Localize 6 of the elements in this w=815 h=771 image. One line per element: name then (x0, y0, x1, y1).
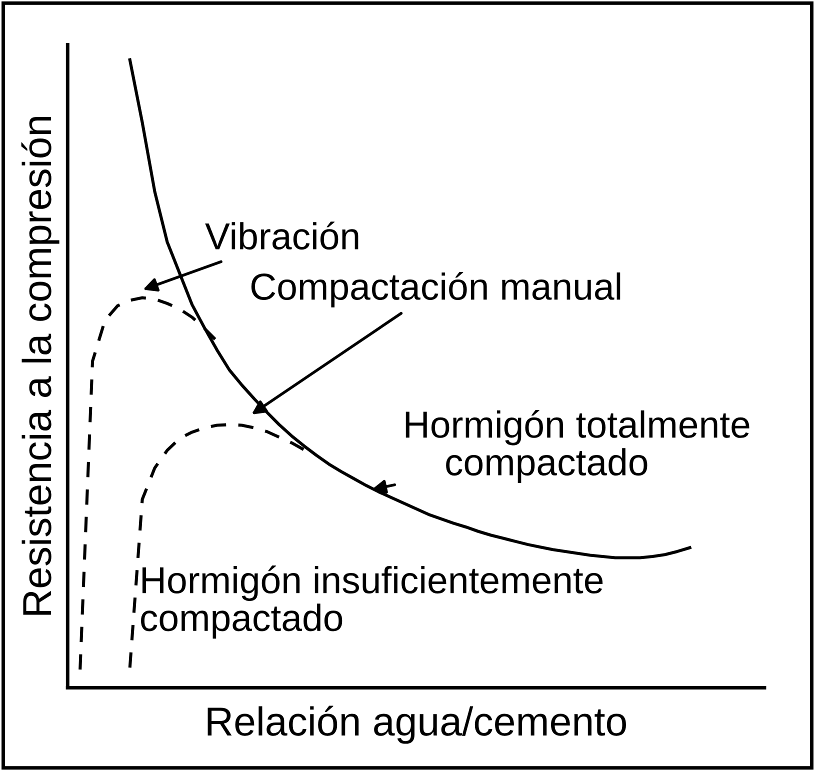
annotation: Vibración (205, 222, 358, 250)
annotation: Hormigón insuficientemente compactado (141, 566, 603, 639)
x-axis-title: Relación agua/cemento (208, 706, 626, 744)
y-axis-title: Resistencia a la compresión (21, 116, 60, 615)
annotation: Compactación manual (251, 272, 620, 308)
annotation: Hormigón totalmente compactado (406, 410, 750, 484)
